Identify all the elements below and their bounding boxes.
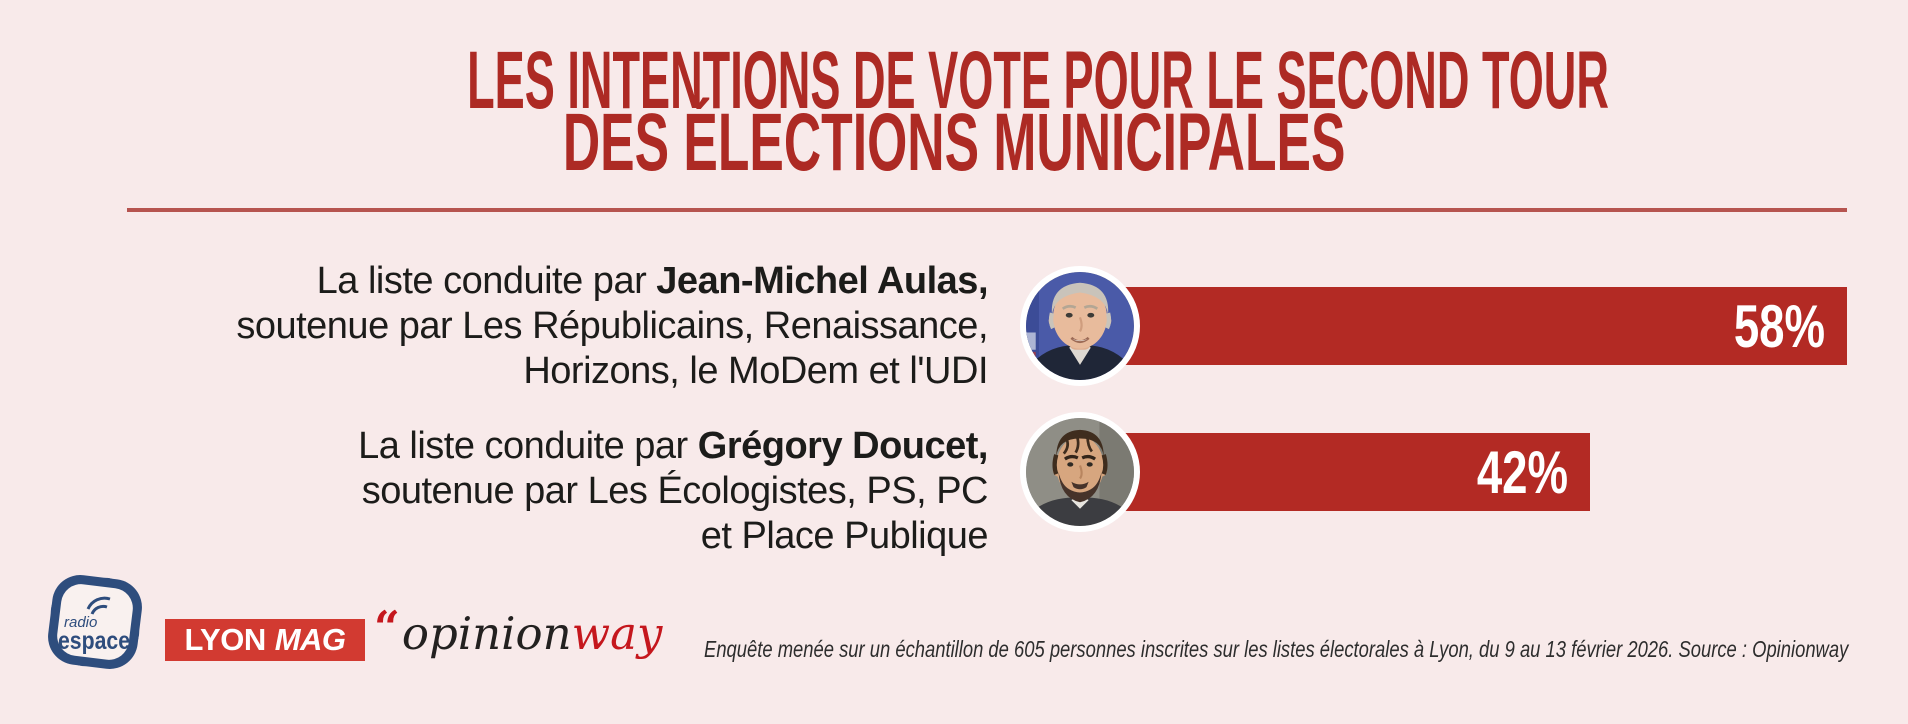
label-line: La liste conduite par Grégory Doucet, (358, 425, 988, 467)
candidate-label-doucet: La liste conduite par Grégory Doucet, so… (358, 424, 988, 559)
lyon-mag-word2: MAG (274, 622, 346, 657)
survey-note: Enquête menée sur un échantillon de 605 … (703, 636, 1848, 662)
radio-espace-word1: radio (64, 614, 97, 631)
label-line: La liste conduite par Jean-Michel Aulas, (316, 260, 989, 302)
radio-espace-logo: radio espace (40, 567, 150, 677)
photo-gregory-doucet (1020, 412, 1140, 532)
percent-label-doucet: 42% (1476, 439, 1568, 506)
label-line: soutenue par Les Républicains, Renaissan… (236, 305, 988, 347)
vote-bar-aulas: 58% (1090, 287, 1847, 365)
label-line: soutenue par Les Écologistes, PS, PC (361, 470, 989, 512)
label-line: et Place Publique (700, 515, 989, 557)
title-line-1: LES INTENTIONS DE VOTE POUR LE SECOND TO… (467, 35, 1609, 126)
title-line-2: DES ÉLECTIONS MUNICIPALES (562, 97, 1346, 188)
label-line: Horizons, le MoDem et l'UDI (523, 350, 988, 392)
opinionway-logo: “opinionway (374, 601, 663, 664)
percent-label-aulas: 58% (1733, 293, 1825, 360)
lyon-mag-word1: LYON (184, 622, 266, 657)
page-title: LES INTENTIONS DE VOTE POUR LE SECOND TO… (0, 35, 1908, 188)
radio-espace-word2: espace (58, 627, 130, 655)
photo-jean-michel-aulas (1020, 266, 1140, 386)
opinionway-word2: way (571, 607, 663, 660)
opinionway-quote-icon: “ (374, 601, 400, 654)
vote-bar-doucet: 42% (1090, 433, 1590, 511)
header-divider (127, 208, 1847, 212)
candidate-label-aulas: La liste conduite par Jean-Michel Aulas,… (236, 259, 988, 394)
opinionway-word1: opinion (401, 607, 572, 660)
lyon-mag-logo: LYON MAG (165, 619, 365, 661)
